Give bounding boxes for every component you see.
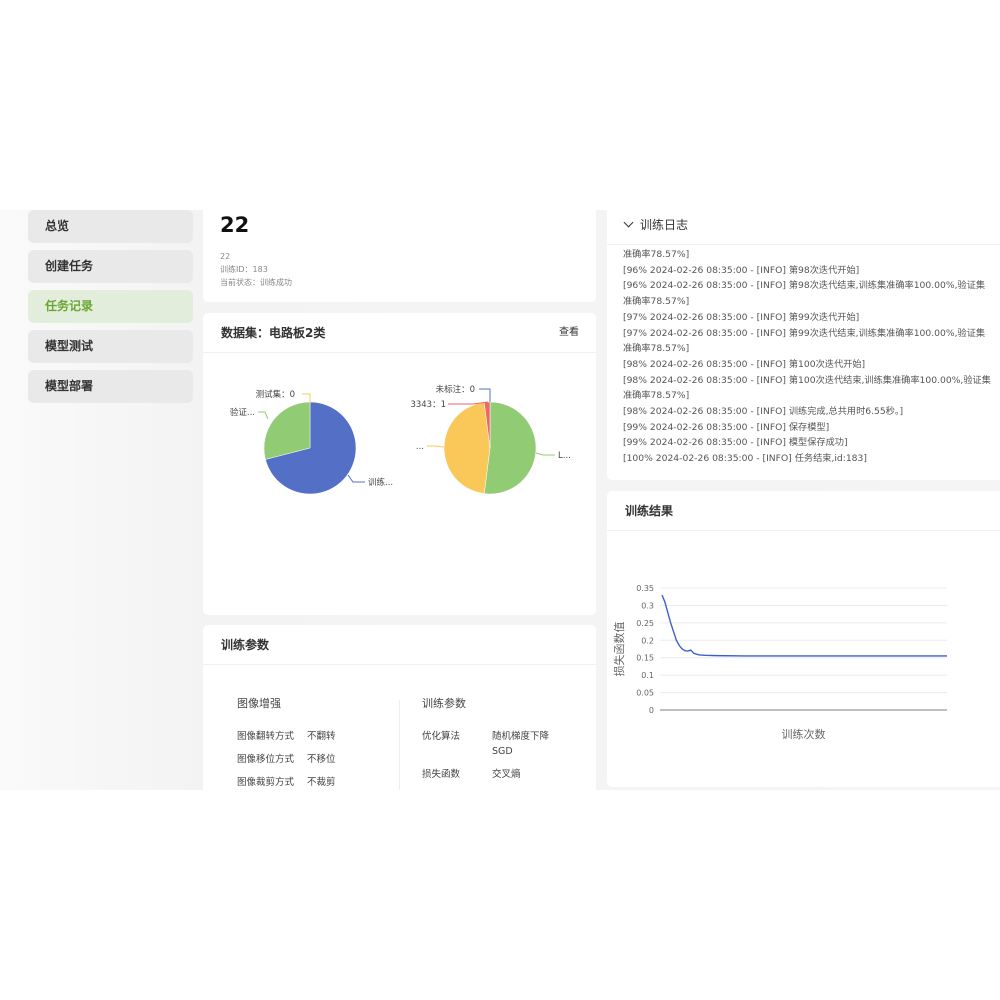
pie-label: 训练... <box>368 477 393 488</box>
param-value: 不移位 <box>307 754 336 765</box>
param-key: 损失函数 <box>422 769 461 780</box>
log-line: [98% 2024-02-26 08:35:00 - [INFO] 训练完成,总… <box>623 406 904 418</box>
y-tick-label: 0.15 <box>636 654 654 663</box>
log-line: [97% 2024-02-26 08:35:00 - [INFO] 第99次迭代… <box>623 327 986 355</box>
y-tick-label: 0.1 <box>641 671 654 680</box>
log-header[interactable]: 训练日志 <box>607 210 1000 245</box>
loss-chart: 0 0.05 0.1 0.15 0.2 0.25 0.3 0.35 训练次数 损失函数值 <box>612 584 947 741</box>
task-title: 22 <box>220 213 250 237</box>
param-row: 损失函数 交叉熵 <box>422 767 557 782</box>
y-tick-label: 0.05 <box>636 689 654 698</box>
pie-label-line <box>535 452 555 456</box>
divider <box>399 700 400 790</box>
log-line: 准确率78.57%] <box>623 249 690 260</box>
sidebar-item[interactable]: 创建任务 <box>28 250 193 283</box>
log-title: 训练日志 <box>640 218 689 232</box>
param-row: 图像翻转方式 不翻转 <box>237 729 372 744</box>
param-key: 图像翻转方式 <box>237 731 295 742</box>
y-tick-label: 0.25 <box>636 619 654 628</box>
log-line: [96% 2024-02-26 08:35:00 - [INFO] 第98次迭代… <box>623 264 860 276</box>
log-line: [99% 2024-02-26 08:35:00 - [INFO] 模型保存成功… <box>623 437 848 449</box>
param-key: 图像裁剪方式 <box>237 777 295 788</box>
result-card: 训练结果 0 0.05 0.1 0.15 0.2 0.25 0.3 0.35 训练次数 损失函数值 <box>607 491 1000 787</box>
log-line: [99% 2024-02-26 08:35:00 - [INFO] 保存模型] <box>623 421 830 433</box>
task-id: 训练ID：183 <box>220 265 268 274</box>
pie-label: ... <box>416 442 424 452</box>
params-title: 训练参数 <box>203 625 596 665</box>
log-card: 训练日志 准确率78.57%] [96% 2024-02-26 08:35:00 … <box>607 210 1000 480</box>
param-row: 图像裁剪方式 不裁剪 <box>237 775 372 790</box>
result-title: 训练结果 <box>607 491 1000 531</box>
param-value: 不翻转 <box>307 731 336 742</box>
pie-label-line <box>448 401 489 405</box>
params-card: 训练参数 图像增强 训练参数 图像翻转方式 不翻转图像移位方式 不移位图像裁剪方式 不… <box>203 625 596 790</box>
log-line: [98% 2024-02-26 08:35:00 - [INFO] 第100次迭… <box>623 374 991 402</box>
pie-label-line <box>347 474 365 483</box>
pie-slice[interactable] <box>263 401 311 460</box>
pie-slice[interactable] <box>483 401 537 495</box>
param-value: 交叉熵 <box>492 769 521 780</box>
param-key: 图像移位方式 <box>237 754 295 765</box>
sidebar-item[interactable]: 任务记录 <box>28 290 193 323</box>
log-line: [100% 2024-02-26 08:35:00 - [INFO] 任务结束,… <box>623 453 867 465</box>
param-row: 优化算法 随机梯度下降SGD <box>422 729 557 759</box>
pie-label: 验证... <box>230 407 255 418</box>
chevron-down-icon[interactable] <box>623 217 634 228</box>
sidebar-item[interactable]: 模型部署 <box>28 370 193 403</box>
pie-label-line <box>427 445 445 448</box>
y-tick-label: 0.2 <box>641 636 654 645</box>
param-value: 随机梯度下降SGD <box>492 731 550 757</box>
x-axis-label: 训练次数 <box>782 727 826 741</box>
y-tick-label: 0.3 <box>641 601 654 610</box>
log-line: [98% 2024-02-26 08:35:00 - [INFO] 第100次迭… <box>623 358 866 370</box>
view-dataset-link[interactable]: 查看 <box>559 327 579 338</box>
pie-slice[interactable] <box>443 402 491 494</box>
task-status: 当前状态：训练成功 <box>220 278 292 287</box>
param-value: 不裁剪 <box>307 777 336 788</box>
log-content[interactable]: 准确率78.57%] [96% 2024-02-26 08:35:00 - [IN… <box>607 247 1000 477</box>
loss-series-line <box>661 594 947 657</box>
log-line: [96% 2024-02-26 08:35:00 - [INFO] 第98次迭代… <box>623 280 986 308</box>
pie-slice[interactable] <box>265 401 357 495</box>
app: 总览创建任务任务记录模型测试模型部署 22 22 训练ID：183 当前状态：训… <box>0 210 1000 790</box>
pie-label: 未标注：0 <box>436 384 475 395</box>
pie-label-line <box>258 411 269 420</box>
pie-label-line <box>479 388 491 402</box>
dataset-card: 数据集：电路板2类 查看 训练... 验证... 测试集：0 L...... 3343：… <box>203 313 596 615</box>
train-params-title: 训练参数 <box>422 697 466 710</box>
aug-title: 图像增强 <box>237 697 281 710</box>
log-line: [97% 2024-02-26 08:35:00 - [INFO] 第99次迭代… <box>623 311 860 323</box>
y-tick-label: 0 <box>649 706 654 715</box>
pie-label: 3343：1 <box>410 400 446 410</box>
task-info-card: 22 22 训练ID：183 当前状态：训练成功 <box>203 210 596 302</box>
train-rows: 优化算法 随机梯度下降SGD 损失函数 交叉熵 <box>422 729 557 790</box>
sidebar-item[interactable]: 总览 <box>28 210 193 243</box>
y-axis-label: 损失函数值 <box>612 622 626 677</box>
dataset-pies: 训练... 验证...测试集：0 L...... 3343：1 未标注：0 <box>230 384 571 495</box>
pie-label: 测试集：0 <box>256 389 295 400</box>
sidebar: 总览创建任务任务记录模型测试模型部署 <box>28 210 193 410</box>
pie-label-line <box>302 393 311 402</box>
pie-label: L... <box>558 451 571 461</box>
dataset-title: 数据集：电路板2类 <box>221 326 326 340</box>
task-name: 22 <box>220 252 231 261</box>
y-tick-label: 0.35 <box>636 584 654 593</box>
sidebar-item[interactable]: 模型测试 <box>28 330 193 363</box>
param-key: 优化算法 <box>422 731 461 742</box>
aug-rows: 图像翻转方式 不翻转图像移位方式 不移位图像裁剪方式 不裁剪 <box>237 729 372 790</box>
param-row: 图像移位方式 不移位 <box>237 752 372 767</box>
